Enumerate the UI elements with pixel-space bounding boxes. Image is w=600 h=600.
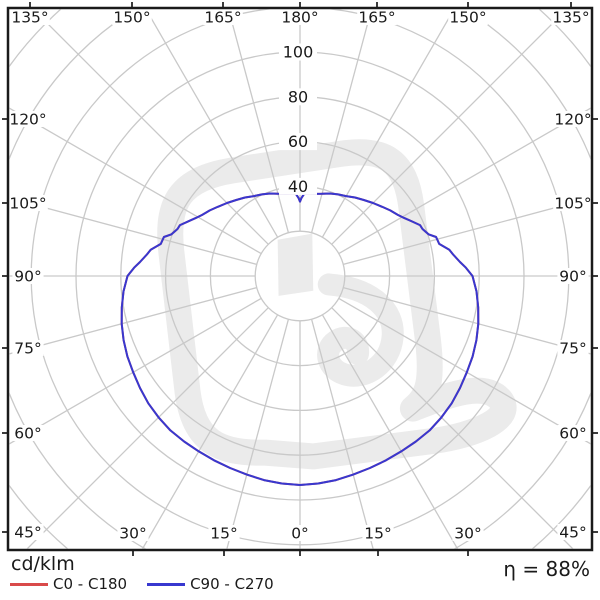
unit-label: cd/klm xyxy=(11,553,75,575)
legend: C0 - C180 C90 - C270 xyxy=(10,575,274,593)
svg-text:75°: 75° xyxy=(559,340,586,358)
svg-text:60°: 60° xyxy=(559,425,586,443)
svg-text:60: 60 xyxy=(288,132,308,151)
legend-label: C90 - C270 xyxy=(190,575,274,593)
svg-text:180°: 180° xyxy=(281,9,318,27)
svg-text:150°: 150° xyxy=(449,9,486,27)
legend-item-c90-c270: C90 - C270 xyxy=(147,575,274,593)
radial-tick-labels: 40 60 80 100 xyxy=(279,43,317,196)
svg-text:75°: 75° xyxy=(14,340,41,358)
svg-text:0°: 0° xyxy=(291,525,309,543)
curve-c90-c270 xyxy=(120,192,480,486)
svg-text:15°: 15° xyxy=(364,525,391,543)
svg-text:100: 100 xyxy=(283,43,314,62)
svg-text:30°: 30° xyxy=(454,525,481,543)
svg-text:90°: 90° xyxy=(14,268,41,286)
svg-text:135°: 135° xyxy=(552,9,589,27)
legend-label: C0 - C180 xyxy=(53,575,128,593)
svg-text:135°: 135° xyxy=(11,9,48,27)
svg-text:30°: 30° xyxy=(119,525,146,543)
chart-border xyxy=(6,6,594,552)
svg-text:150°: 150° xyxy=(113,9,150,27)
svg-text:80: 80 xyxy=(288,87,308,106)
svg-text:165°: 165° xyxy=(204,9,241,27)
svg-text:105°: 105° xyxy=(9,195,46,213)
svg-text:45°: 45° xyxy=(14,524,41,542)
svg-text:45°: 45° xyxy=(559,524,586,542)
svg-text:120°: 120° xyxy=(554,111,591,129)
svg-text:15°: 15° xyxy=(210,525,237,543)
legend-line-blue xyxy=(147,582,186,586)
legend-line-red xyxy=(10,582,48,586)
svg-text:120°: 120° xyxy=(9,111,46,129)
svg-text:165°: 165° xyxy=(358,9,395,27)
efficiency-label: η = 88% xyxy=(503,557,590,581)
svg-text:105°: 105° xyxy=(554,195,591,213)
svg-text:60°: 60° xyxy=(14,425,41,443)
svg-text:90°: 90° xyxy=(559,268,586,286)
svg-text:40: 40 xyxy=(288,177,308,196)
angle-labels: 135° 150° 165° 180° 165° 150° 135° 30° 15° 0° 15° 3… xyxy=(8,9,593,543)
legend-item-c0-c180: C0 - C180 xyxy=(10,575,127,593)
